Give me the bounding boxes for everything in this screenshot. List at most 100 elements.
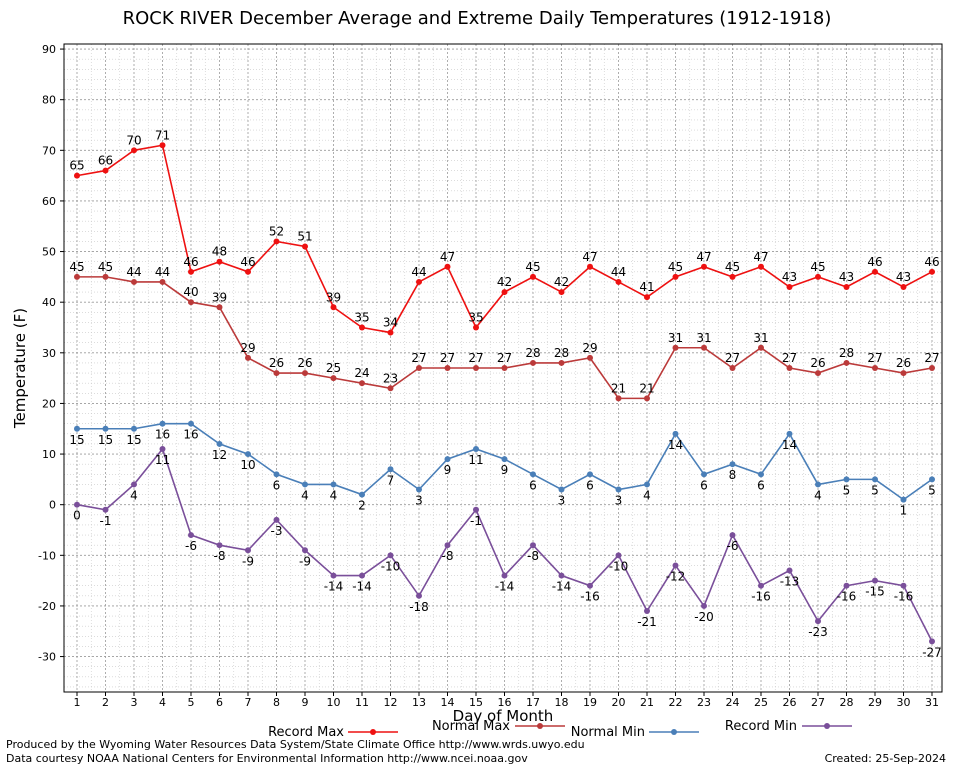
data-label-record-max: 35 (354, 311, 369, 325)
data-point-record-max (786, 284, 793, 290)
data-label-normal-min: 5 (871, 483, 879, 497)
data-label-record-min: -20 (694, 610, 714, 624)
data-label-normal-max: 27 (468, 351, 483, 365)
data-label-normal-min: 9 (501, 463, 509, 477)
x-tick-label: 24 (726, 696, 740, 709)
x-axis: 1 2 3 4 5 6 7 8 9 10 11 12 13 14 15 16 17 18 19 20 21 22 23 24 2… (74, 692, 939, 709)
x-tick-label: 3 (131, 696, 138, 709)
data-label-normal-max: 28 (525, 346, 540, 360)
data-point-record-max (872, 268, 878, 275)
data-point-normal-max (644, 395, 650, 402)
data-label-normal-min: 3 (415, 494, 423, 508)
data-point-normal-max (159, 278, 166, 285)
data-label-record-max: 47 (582, 250, 597, 264)
y-tick-label: 70 (42, 144, 56, 157)
data-point-record-max (359, 324, 365, 331)
x-tick-label: 31 (925, 696, 939, 709)
data-point-record-max (159, 142, 166, 149)
data-label-record-min: -16 (894, 590, 914, 604)
data-point-record-min (644, 608, 650, 614)
data-point-record-max (245, 268, 251, 275)
data-point-record-max (131, 147, 137, 154)
footer-data-courtesy: Data courtesy NOAA National Centers for … (6, 752, 528, 765)
data-label-normal-max: 44 (155, 265, 170, 279)
data-label-normal-max: 27 (411, 351, 426, 365)
data-label-record-max: 47 (696, 250, 711, 264)
y-tick-label: 0 (49, 499, 56, 512)
data-label-normal-max: 29 (240, 341, 255, 355)
data-point-record-min (473, 506, 479, 513)
data-point-record-max (273, 238, 280, 245)
data-label-normal-min: 1 (900, 504, 908, 518)
data-point-record-min (444, 542, 451, 549)
data-point-normal-max (473, 365, 479, 371)
data-label-normal-max: 28 (839, 346, 854, 360)
data-label-record-min: -1 (470, 514, 482, 528)
data-point-normal-max (587, 354, 593, 361)
data-label-normal-min: 6 (700, 478, 708, 492)
x-tick-label: 18 (555, 696, 569, 709)
data-label-record-max: 35 (468, 311, 483, 325)
data-point-record-min (102, 506, 109, 513)
data-label-record-min: -10 (609, 559, 629, 573)
data-point-normal-max (815, 370, 821, 377)
data-point-record-min (815, 618, 821, 625)
data-point-record-max (843, 284, 850, 290)
data-label-record-max: 52 (269, 224, 284, 238)
data-label-record-max: 51 (297, 230, 312, 244)
data-point-normal-max (758, 344, 764, 351)
data-point-normal-min (872, 476, 878, 483)
x-tick-label: 7 (245, 696, 252, 709)
data-label-record-min: 4 (130, 488, 138, 502)
data-point-normal-min (273, 471, 280, 478)
data-point-record-min (216, 542, 223, 549)
data-label-record-max: 71 (155, 128, 170, 142)
data-label-normal-max: 27 (440, 351, 455, 365)
x-tick-label: 28 (840, 696, 854, 709)
data-label-record-max: 42 (497, 275, 512, 289)
data-label-record-max: 43 (896, 270, 911, 284)
data-point-record-min (302, 547, 308, 554)
data-label-normal-max: 21 (611, 381, 626, 395)
data-point-normal-min (131, 425, 137, 432)
data-point-record-max (416, 278, 422, 285)
data-label-normal-min: 4 (814, 488, 822, 502)
data-point-normal-min (929, 476, 935, 483)
legend-swatch-marker (370, 729, 376, 735)
data-label-normal-max: 28 (554, 346, 569, 360)
data-point-record-max (188, 268, 194, 275)
data-point-record-max (74, 172, 80, 179)
data-label-record-min: -14 (324, 580, 344, 594)
x-axis-label: Day of Month (453, 707, 554, 725)
data-point-normal-min (188, 420, 194, 427)
data-point-record-max (815, 273, 821, 280)
data-point-record-max (729, 273, 736, 280)
x-tick-label: 6 (216, 696, 223, 709)
data-point-record-max (473, 324, 479, 331)
x-tick-label: 17 (526, 696, 540, 709)
data-label-normal-min: 11 (468, 453, 483, 467)
data-point-normal-min (387, 466, 394, 473)
data-point-normal-min (815, 481, 821, 488)
data-point-record-min (843, 582, 850, 589)
data-point-normal-min (843, 476, 850, 483)
data-point-normal-max (672, 344, 679, 351)
data-point-normal-max (786, 365, 793, 371)
y-tick-label: -10 (38, 549, 56, 562)
data-point-normal-max (245, 354, 251, 361)
data-point-record-min (558, 572, 565, 579)
data-point-normal-min (786, 430, 793, 437)
y-tick-label: 40 (42, 296, 56, 309)
legend-swatch-marker (537, 723, 543, 729)
x-tick-label: 11 (355, 696, 369, 709)
data-point-normal-max (929, 365, 935, 371)
data-label-record-min: -10 (381, 559, 401, 573)
data-label-normal-min: 15 (98, 433, 113, 447)
data-label-record-min: -12 (666, 569, 686, 583)
y-tick-label: -20 (38, 600, 56, 613)
data-label-record-min: -14 (352, 580, 372, 594)
data-point-normal-min (530, 471, 536, 478)
data-point-record-max (900, 284, 907, 290)
data-label-record-max: 70 (126, 133, 141, 147)
